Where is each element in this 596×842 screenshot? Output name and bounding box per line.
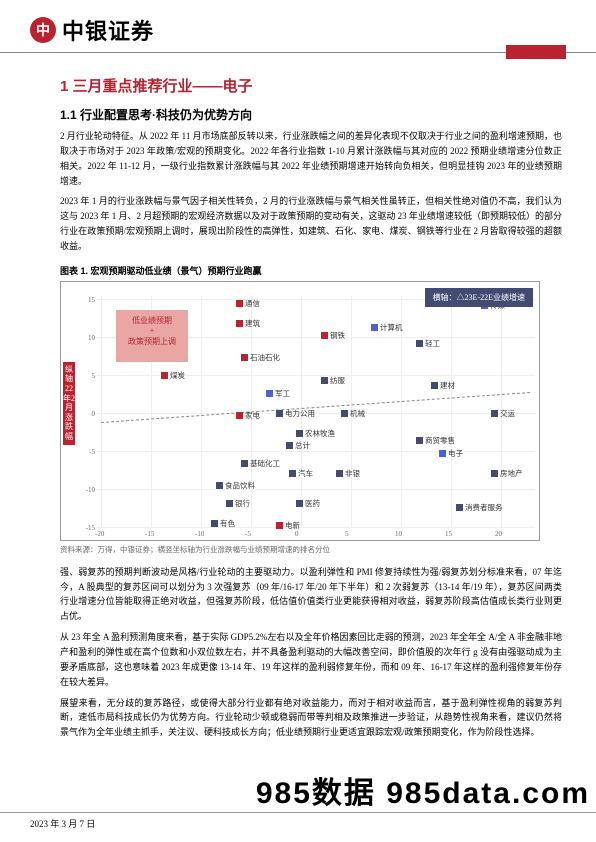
paragraph-3: 强、弱复苏的预期判断波动是风格/行业轮动的主要驱动力。以盈利弹性和 PMI 修复… bbox=[60, 565, 562, 624]
chart-source: 资料来源：万得，中银证券；横竖坐标轴为行业涨跌幅与业绩预期增速的排名分位 bbox=[60, 544, 562, 555]
section-title: 1 三月重点推荐行业——电子 bbox=[60, 75, 562, 96]
accent-bar bbox=[506, 45, 566, 59]
paragraph-1: 2 月行业轮动特征。从 2022 年 11 月市场底部反转以来，行业涨跌幅之间的… bbox=[60, 129, 562, 188]
watermark: 985数据 985data.com bbox=[256, 768, 590, 812]
footer-date: 2023 年 3 月 7 日 bbox=[30, 817, 95, 830]
paragraph-2: 2023 年 1 月的行业涨跌幅与景气因子相关性转负，2 月的行业涨跌幅与景气相… bbox=[60, 194, 562, 253]
paragraph-5: 展望来看，无分歧的复苏路径，或使得大部分行业都有绝对收益能力，而对于相对收益而言… bbox=[60, 696, 562, 741]
content-area: 1 三月重点推荐行业——电子 1.1 行业配置思考·科技仍为优势方向 2 月行业… bbox=[0, 53, 596, 740]
subsection-title: 1.1 行业配置思考·科技仍为优势方向 bbox=[60, 106, 562, 123]
paragraph-4: 从 23 年全 A 盈利预测角度来看，基于实际 GDP5.2%左右以及全年价格因… bbox=[60, 630, 562, 689]
logo-icon: 中 bbox=[30, 17, 56, 43]
figure-title: 图表 1. 宏观预期驱动低业绩（景气）预期行业跑赢 bbox=[60, 264, 562, 277]
brand-name: 中银证券 bbox=[62, 14, 154, 46]
scatter-chart: 151050-5-10-15-20-15-10-505101520通信建筑钢铁计… bbox=[60, 281, 540, 541]
page-footer: 2023 年 3 月 7 日 bbox=[0, 812, 596, 830]
